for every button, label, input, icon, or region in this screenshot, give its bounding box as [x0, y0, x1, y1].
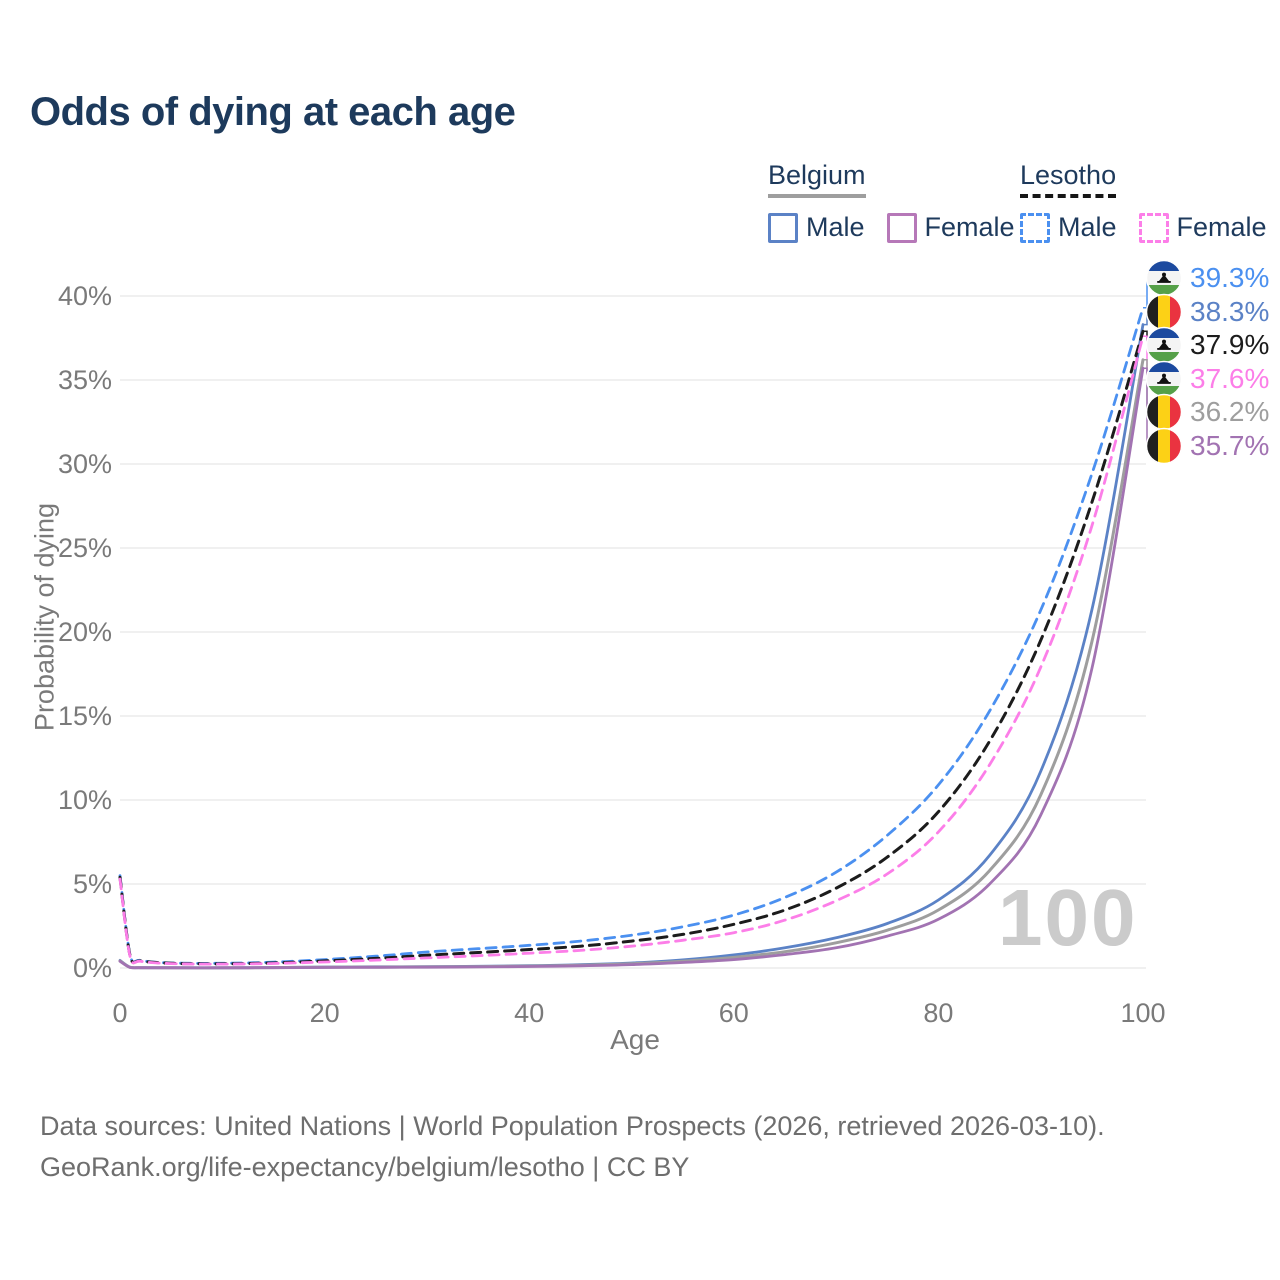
footer-attribution-link: GeoRank.org/life-expectancy/belgium/leso… [40, 1152, 690, 1182]
x-tick-label: 40 [514, 998, 544, 1028]
lesotho-flag-icon [1145, 326, 1183, 364]
legend-swatch-icon [1138, 212, 1169, 243]
y-tick-label: 40% [58, 281, 112, 311]
legend-item-lesotho-male[interactable]: Male [1020, 212, 1117, 243]
x-tick-label: 100 [1120, 998, 1165, 1028]
footer-data-sources: Data sources: United Nations | World Pop… [40, 1111, 1105, 1141]
footer: Data sources: United Nations | World Pop… [40, 1106, 1105, 1188]
legend-group-lesotho: Lesotho Male Female [1020, 160, 1267, 243]
y-tick-label: 0% [73, 953, 112, 983]
legend-item-belgium-male[interactable]: Male [768, 212, 865, 243]
end-label-lesotho-female: 37.6% [1145, 360, 1269, 398]
legend-item-lesotho-female[interactable]: Female [1138, 212, 1267, 243]
y-axis-title: Probability of dying [29, 502, 60, 732]
y-tick-label: 15% [58, 701, 112, 731]
belgium-flag-icon [1145, 293, 1183, 330]
y-tick-label: 5% [73, 869, 112, 899]
series-line-belgium-female [118, 366, 1145, 970]
x-tick-label: 0 [112, 998, 127, 1028]
legend-swatch-icon [1020, 212, 1050, 243]
legend-item-label: Female [1176, 212, 1267, 242]
plot-area: 0% 5% 10% 15% 20% 25% 30% 35% 40% 0 20 40 60 80 100 [58, 277, 1166, 1028]
x-tick-label: 80 [923, 998, 953, 1028]
end-label-lesotho-both: 37.9% [1145, 326, 1269, 364]
end-label-belgium-both: 36.2% [1145, 393, 1269, 431]
legend-item-label: Female [924, 212, 1015, 242]
age-watermark: 100 [998, 873, 1138, 962]
y-tick-label: 30% [58, 449, 112, 479]
y-tick-label: 20% [58, 617, 112, 647]
legend-item-label: Male [1058, 212, 1117, 242]
series-line-lesotho-male [118, 306, 1145, 965]
end-value: 39.3% [1190, 262, 1270, 293]
series-line-lesotho-female [118, 334, 1145, 966]
end-label-belgium-female: 35.7% [1145, 427, 1269, 465]
series-line-belgium-both [118, 358, 1145, 970]
legend-swatch-icon [886, 212, 917, 243]
legend-country-belgium: Belgium [768, 160, 866, 198]
belgium-flag-icon [1145, 394, 1183, 431]
y-tick-label: 25% [58, 533, 112, 563]
end-value: 38.3% [1190, 295, 1270, 327]
end-label-lesotho-male: 39.3% [1145, 259, 1269, 297]
y-tick-label: 35% [58, 365, 112, 395]
x-axis-title: Age [610, 1024, 660, 1055]
legend-group-belgium: Belgium Male Female [768, 160, 1015, 243]
end-value: 37.6% [1190, 362, 1270, 394]
legend-item-label: Male [806, 212, 865, 242]
x-tick-label: 60 [719, 998, 749, 1028]
page-title: Odds of dying at each age [30, 90, 516, 134]
legend-item-belgium-female[interactable]: Female [886, 212, 1015, 243]
end-label-belgium-male: 38.3% [1145, 293, 1269, 331]
lesotho-flag-icon [1145, 259, 1183, 297]
end-value: 36.2% [1190, 396, 1270, 428]
belgium-flag-icon [1145, 427, 1183, 465]
end-value: 37.9% [1190, 329, 1270, 361]
legend-swatch-icon [768, 212, 798, 243]
lesotho-flag-icon [1145, 360, 1183, 398]
y-tick-label: 10% [58, 785, 112, 815]
end-value: 35.7% [1190, 430, 1270, 461]
x-tick-label: 20 [310, 998, 340, 1028]
legend-country-lesotho: Lesotho [1020, 160, 1117, 198]
